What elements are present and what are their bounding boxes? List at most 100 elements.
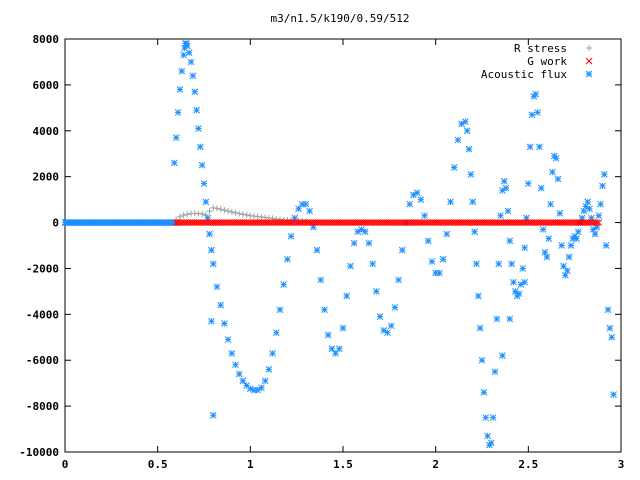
acoustic-flux-point xyxy=(339,324,347,332)
acoustic-flux-point xyxy=(343,292,351,300)
acoustic-flux-point xyxy=(497,212,504,220)
acoustic-flux-point xyxy=(515,290,523,298)
acoustic-flux-point xyxy=(276,306,284,314)
acoustic-flux-point xyxy=(347,262,354,270)
acoustic-flux-point xyxy=(321,306,328,314)
legend-marker xyxy=(585,57,593,65)
acoustic-flux-point xyxy=(524,180,532,187)
acoustic-flux-point xyxy=(584,198,591,206)
acoustic-flux-point xyxy=(258,384,265,392)
acoustic-flux-point xyxy=(217,301,225,309)
acoustic-flux-point xyxy=(195,125,202,132)
acoustic-flux-point xyxy=(484,432,491,440)
chart-title: m3/n1.5/k190/0.59/512 xyxy=(270,12,409,25)
acoustic-flux-point xyxy=(495,260,503,268)
y-tick-label: -6000 xyxy=(26,354,59,367)
acoustic-flux-point xyxy=(221,320,228,327)
legend-label: R stress xyxy=(514,42,567,55)
r-stress-point xyxy=(239,211,246,218)
acoustic-flux-point xyxy=(232,361,239,369)
acoustic-flux-point xyxy=(208,246,215,254)
acoustic-flux-point xyxy=(499,352,506,359)
x-tick-label: 1.5 xyxy=(333,458,353,471)
acoustic-flux-point xyxy=(506,315,514,323)
r-stress-point xyxy=(180,212,187,219)
acoustic-flux-point xyxy=(480,388,488,396)
r-stress-point xyxy=(221,207,228,214)
acoustic-flux-point xyxy=(447,198,454,206)
acoustic-flux-point xyxy=(512,288,519,295)
acoustic-flux-point xyxy=(436,269,443,277)
acoustic-flux-point xyxy=(413,189,421,197)
acoustic-flux-point xyxy=(591,230,599,238)
acoustic-flux-point xyxy=(565,253,573,261)
acoustic-flux-point xyxy=(417,196,425,203)
acoustic-flux-point xyxy=(387,322,395,330)
acoustic-flux-point xyxy=(180,51,187,59)
acoustic-flux-point xyxy=(463,127,471,135)
acoustic-flux-point xyxy=(306,207,313,215)
acoustic-flux-point xyxy=(439,255,447,263)
acoustic-flux-point xyxy=(317,276,325,284)
acoustic-flux-point xyxy=(170,159,178,167)
acoustic-flux-point xyxy=(235,370,243,378)
acoustic-flux-point xyxy=(174,109,182,116)
acoustic-flux-point xyxy=(391,304,399,311)
y-tick-label: 4000 xyxy=(33,125,60,138)
acoustic-flux-point xyxy=(313,246,321,254)
acoustic-flux-point xyxy=(487,439,495,447)
y-tick-label: -8000 xyxy=(26,400,59,413)
acoustic-flux-point xyxy=(599,182,606,190)
acoustic-flux-point xyxy=(474,292,482,300)
acoustic-flux-point xyxy=(461,118,469,125)
acoustic-flux-point xyxy=(519,265,527,272)
acoustic-flux-point xyxy=(265,366,273,373)
acoustic-flux-point xyxy=(586,205,593,213)
legend-label: G work xyxy=(527,55,567,68)
y-tick-label: 6000 xyxy=(33,79,60,92)
x-tick-label: 3 xyxy=(618,458,625,471)
acoustic-flux-point xyxy=(563,267,571,275)
acoustic-flux-point xyxy=(208,317,215,325)
acoustic-flux-point xyxy=(421,212,428,220)
acoustic-flux-point xyxy=(606,324,614,332)
acoustic-flux-point xyxy=(597,200,604,208)
acoustic-flux-point xyxy=(398,246,406,254)
y-tick-label: -4000 xyxy=(26,308,59,321)
acoustic-flux-point xyxy=(558,242,566,249)
acoustic-flux-point xyxy=(500,177,508,185)
y-tick-label: 0 xyxy=(52,217,59,230)
acoustic-flux-point xyxy=(324,331,332,339)
acoustic-flux-point xyxy=(365,239,373,247)
acoustic-flux-point xyxy=(521,244,528,252)
acoustic-flux-point xyxy=(556,210,564,217)
acoustic-flux-point xyxy=(369,260,377,268)
acoustic-flux-point xyxy=(473,260,480,268)
acoustic-flux-point xyxy=(295,205,302,213)
acoustic-flux-point xyxy=(467,171,475,178)
acoustic-flux-point xyxy=(471,228,478,236)
r-stress-point xyxy=(243,211,250,218)
acoustic-flux-point xyxy=(534,109,541,116)
acoustic-flux-point xyxy=(545,235,553,242)
acoustic-flux-point xyxy=(491,368,499,376)
acoustic-flux-point xyxy=(361,228,369,236)
acoustic-flux-point xyxy=(332,349,339,357)
acoustic-flux-point xyxy=(567,242,575,249)
y-tick-label: 2000 xyxy=(33,171,60,184)
acoustic-flux-point xyxy=(224,336,232,343)
acoustic-flux-point xyxy=(528,111,536,119)
acoustic-flux-point xyxy=(302,200,310,208)
acoustic-flux-point xyxy=(552,154,560,162)
acoustic-flux-point xyxy=(200,180,208,187)
acoustic-flux-point xyxy=(428,258,436,265)
acoustic-flux-point xyxy=(454,136,462,144)
acoustic-flux-point xyxy=(595,212,603,220)
g-work-point xyxy=(595,219,603,226)
acoustic-flux-point xyxy=(395,276,402,284)
x-tick-label: 1 xyxy=(247,458,254,471)
g-work-point xyxy=(593,219,601,226)
acoustic-flux-point xyxy=(489,414,497,421)
legend-label: Acoustic flux xyxy=(481,68,567,81)
legend-marker xyxy=(586,45,592,51)
